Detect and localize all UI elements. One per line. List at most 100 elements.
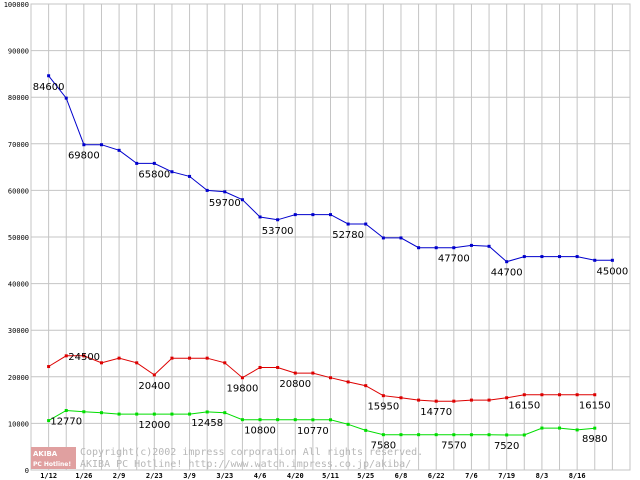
data-point bbox=[452, 433, 456, 437]
watermark: AKIBA PC Hotline! Copyright(c)2002 impre… bbox=[31, 447, 423, 470]
data-point bbox=[170, 170, 174, 174]
data-point bbox=[240, 198, 244, 202]
data-point bbox=[575, 428, 579, 432]
y-tick-label: 90000 bbox=[8, 48, 29, 56]
data-point bbox=[205, 188, 209, 192]
series-line-red bbox=[48, 355, 595, 402]
series-green bbox=[47, 408, 597, 437]
y-tick-label: 20000 bbox=[8, 374, 29, 382]
series-line-green bbox=[48, 409, 595, 436]
y-tick-label: 40000 bbox=[8, 281, 29, 289]
data-point bbox=[346, 380, 350, 384]
copyright-line: Copyright(c)2002 impress corporation All… bbox=[80, 447, 423, 458]
data-point bbox=[64, 408, 68, 412]
x-tick-label: 2/9 bbox=[113, 472, 126, 480]
data-point bbox=[505, 433, 509, 437]
x-tick-label: 6/22 bbox=[428, 472, 445, 480]
data-label: 16150 bbox=[508, 401, 540, 412]
data-label: 8980 bbox=[582, 434, 607, 445]
data-point bbox=[276, 365, 280, 369]
data-point bbox=[452, 399, 456, 403]
data-point bbox=[469, 243, 473, 247]
akiba-logo-box bbox=[31, 447, 76, 469]
x-tick-label: 8/16 bbox=[569, 472, 586, 480]
data-point bbox=[205, 356, 209, 360]
series-blue bbox=[47, 74, 614, 264]
data-point bbox=[82, 143, 86, 147]
x-tick-label: 4/6 bbox=[254, 472, 267, 480]
data-point bbox=[82, 410, 86, 414]
data-point bbox=[452, 246, 456, 250]
y-tick-label: 70000 bbox=[8, 141, 29, 149]
data-point bbox=[522, 433, 526, 437]
data-point bbox=[399, 396, 403, 400]
data-point bbox=[188, 412, 192, 416]
y-tick-label: 10000 bbox=[8, 420, 29, 428]
data-label: 20400 bbox=[138, 381, 170, 392]
data-point bbox=[240, 418, 244, 422]
data-point bbox=[399, 433, 403, 437]
data-point bbox=[135, 161, 139, 165]
akiba-logo: AKIBA PC Hotline! bbox=[31, 447, 76, 469]
data-point bbox=[540, 393, 544, 397]
data-point bbox=[434, 399, 438, 403]
data-point bbox=[434, 246, 438, 250]
data-point bbox=[240, 376, 244, 380]
data-point bbox=[434, 433, 438, 437]
data-label: 84600 bbox=[33, 82, 65, 93]
data-point bbox=[329, 213, 332, 217]
data-labels: 84600 69800 65800 59700 53700 52780 47700 44700… bbox=[33, 82, 629, 452]
x-tick-label: 2/23 bbox=[146, 472, 163, 480]
data-point bbox=[505, 260, 509, 264]
y-tick-label: 30000 bbox=[8, 327, 29, 335]
data-point bbox=[99, 361, 103, 365]
y-axis-ticks: 0 10000 20000 30000 40000 50000 60000 70000 8000… bbox=[4, 1, 29, 475]
data-label: 15950 bbox=[367, 402, 399, 413]
data-point bbox=[64, 354, 68, 358]
data-point bbox=[82, 354, 86, 358]
data-point bbox=[135, 361, 139, 365]
data-point bbox=[575, 393, 579, 397]
data-point bbox=[152, 161, 156, 165]
x-tick-label: 3/9 bbox=[183, 472, 196, 480]
hotline-url-line: AKIBA PC Hotline! http://www.watch.impre… bbox=[80, 459, 411, 470]
data-point bbox=[593, 258, 597, 262]
data-point bbox=[593, 426, 597, 430]
data-point bbox=[522, 393, 526, 397]
y-tick-label: 100000 bbox=[4, 1, 29, 9]
y-tick-label: 0 bbox=[25, 467, 29, 475]
series-layer bbox=[47, 74, 614, 437]
akiba-logo-top: AKIBA bbox=[33, 450, 58, 458]
data-point bbox=[346, 422, 350, 426]
data-point bbox=[505, 396, 509, 400]
data-point bbox=[293, 213, 297, 217]
data-point bbox=[47, 365, 51, 369]
data-point bbox=[364, 222, 368, 226]
data-point bbox=[170, 412, 174, 416]
data-label: 44700 bbox=[491, 268, 523, 279]
data-point bbox=[276, 418, 280, 422]
data-point bbox=[258, 365, 262, 369]
data-point bbox=[487, 398, 491, 402]
data-label: 52780 bbox=[332, 230, 364, 241]
series-red bbox=[47, 354, 597, 403]
data-point bbox=[258, 418, 262, 422]
data-point bbox=[205, 410, 209, 414]
data-point bbox=[117, 148, 121, 152]
data-point bbox=[293, 418, 297, 422]
data-point bbox=[311, 371, 315, 375]
data-point bbox=[47, 419, 51, 423]
data-point bbox=[575, 255, 579, 259]
data-point bbox=[188, 356, 192, 360]
x-tick-label: 1/26 bbox=[75, 472, 92, 480]
data-point bbox=[311, 418, 315, 422]
data-point bbox=[99, 411, 103, 415]
x-tick-label: 3/23 bbox=[216, 472, 233, 480]
data-label: 65800 bbox=[138, 169, 170, 180]
data-point bbox=[593, 393, 597, 397]
data-point bbox=[64, 96, 68, 100]
data-label: 24500 bbox=[68, 352, 100, 363]
data-label: 45000 bbox=[596, 266, 628, 277]
data-point bbox=[223, 361, 227, 365]
